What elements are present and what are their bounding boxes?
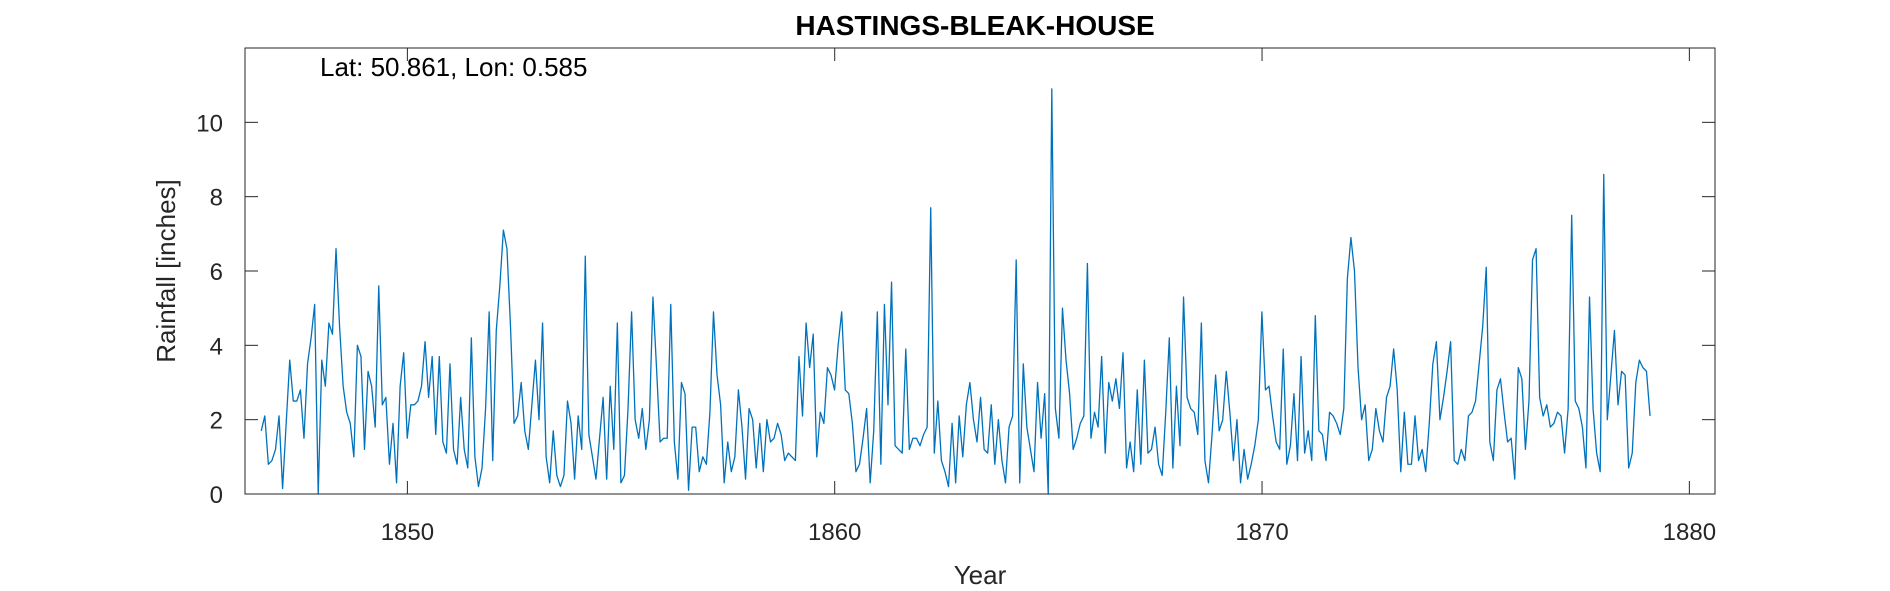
y-tick-labels: 0 2 4 6 8 10: [196, 110, 223, 509]
y-tick-label: 0: [210, 482, 223, 509]
y-tick-label: 2: [210, 408, 223, 435]
x-tick-labels: 1850 1860 1870 1880: [381, 519, 1716, 546]
y-axis-label: Rainfall [inches]: [151, 179, 181, 363]
y-tick-label: 10: [196, 110, 223, 137]
rainfall-series-line: [260, 88, 1651, 495]
location-annotation: Lat: 50.861, Lon: 0.585: [320, 52, 587, 82]
x-tick-label: 1860: [808, 519, 861, 546]
plot-box: [244, 47, 1716, 495]
x-tick-label: 1880: [1663, 519, 1716, 546]
x-tick-label: 1870: [1235, 519, 1288, 546]
x-axis-label: Year: [954, 560, 1007, 590]
plot-area: [245, 48, 1715, 494]
chart-title: HASTINGS-BLEAK-HOUSE: [795, 10, 1154, 41]
y-tick-label: 8: [210, 185, 223, 212]
x-tick-label: 1850: [381, 519, 434, 546]
y-tick-label: 6: [210, 259, 223, 286]
y-tick-label: 4: [210, 333, 223, 360]
